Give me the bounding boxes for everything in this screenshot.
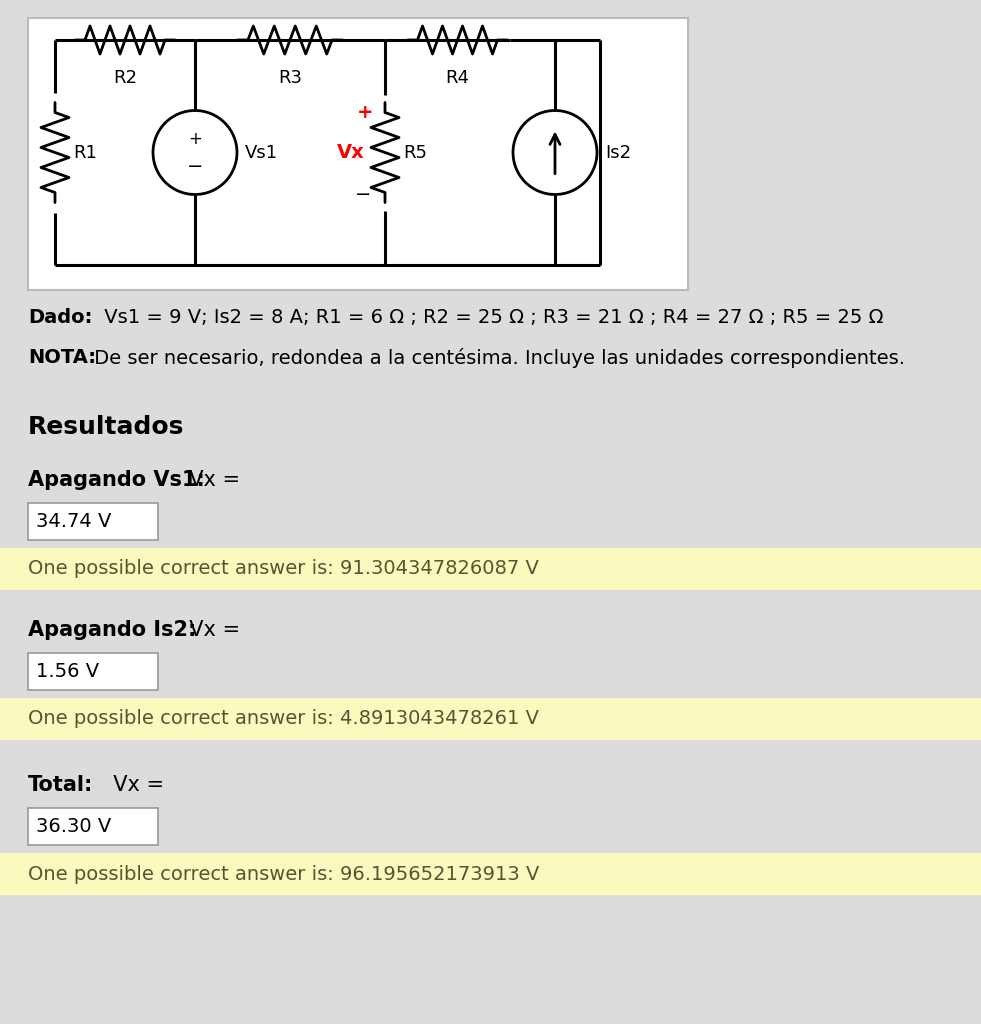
Text: Vs1: Vs1	[245, 143, 279, 162]
Text: −: −	[354, 185, 371, 204]
Text: R2: R2	[113, 69, 137, 87]
Text: 34.74 V: 34.74 V	[36, 512, 112, 531]
Text: 1.56 V: 1.56 V	[36, 662, 99, 681]
Text: Vx =: Vx =	[176, 620, 240, 640]
FancyBboxPatch shape	[28, 653, 158, 690]
Text: One possible correct answer is: 4.8913043478261 V: One possible correct answer is: 4.891304…	[28, 710, 539, 728]
Text: Apagando Vs1:: Apagando Vs1:	[28, 470, 205, 490]
Text: De ser necesario, redondea a la centésima. Incluye las unidades correspondientes: De ser necesario, redondea a la centésim…	[88, 348, 905, 368]
Text: R1: R1	[73, 143, 97, 162]
Text: Vx =: Vx =	[176, 470, 240, 490]
Text: NOTA:: NOTA:	[28, 348, 96, 367]
Text: One possible correct answer is: 96.195652173913 V: One possible correct answer is: 96.19565…	[28, 864, 540, 884]
FancyBboxPatch shape	[28, 808, 158, 845]
FancyBboxPatch shape	[0, 853, 981, 895]
Text: Dado:: Dado:	[28, 308, 92, 327]
FancyBboxPatch shape	[28, 503, 158, 540]
Text: +: +	[356, 103, 373, 122]
Text: Vs1 = 9 V; Is2 = 8 A; R1 = 6 Ω ; R2 = 25 Ω ; R3 = 21 Ω ; R4 = 27 Ω ; R5 = 25 Ω: Vs1 = 9 V; Is2 = 8 A; R1 = 6 Ω ; R2 = 25…	[98, 308, 884, 327]
Text: +: +	[188, 129, 202, 147]
Text: Resultados: Resultados	[28, 415, 184, 439]
FancyBboxPatch shape	[28, 18, 688, 290]
Text: R5: R5	[403, 143, 427, 162]
FancyBboxPatch shape	[0, 548, 981, 590]
Text: R3: R3	[278, 69, 302, 87]
Text: Vx: Vx	[337, 143, 365, 162]
Text: Vx =: Vx =	[100, 775, 164, 795]
Text: −: −	[186, 157, 203, 176]
Text: 36.30 V: 36.30 V	[36, 817, 111, 836]
Text: One possible correct answer is: 91.304347826087 V: One possible correct answer is: 91.30434…	[28, 559, 539, 579]
Text: Is2: Is2	[605, 143, 631, 162]
FancyBboxPatch shape	[0, 698, 981, 740]
Text: Apagando Is2:: Apagando Is2:	[28, 620, 196, 640]
Text: Total:: Total:	[28, 775, 93, 795]
Text: R4: R4	[445, 69, 470, 87]
